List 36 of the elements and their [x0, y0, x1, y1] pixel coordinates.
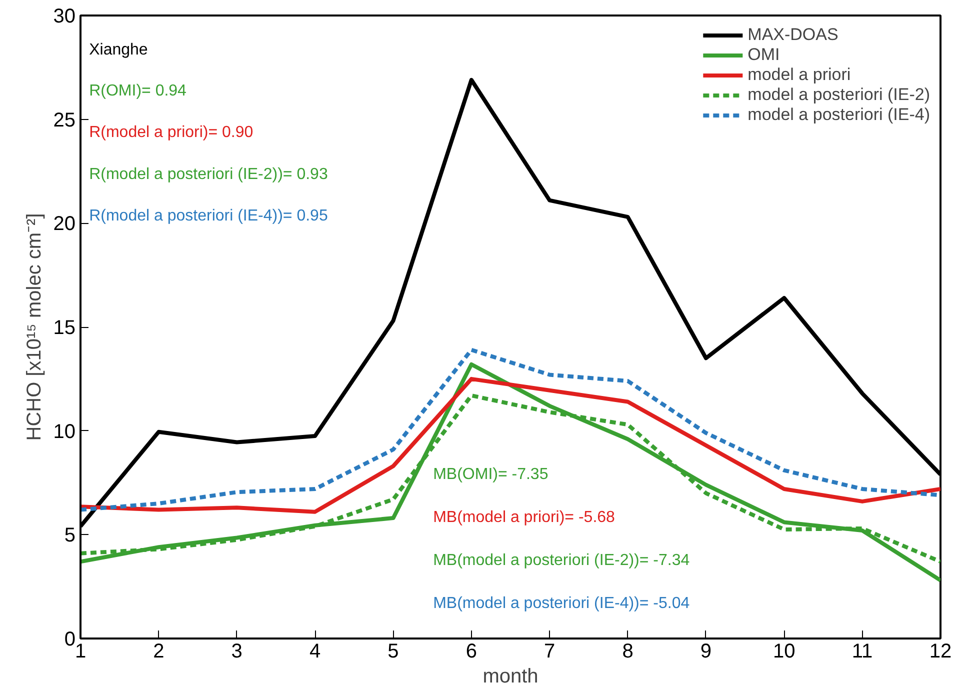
x-tick-label: 11 — [852, 640, 873, 662]
x-tick-label: 12 — [929, 640, 952, 662]
annotation: R(OMI)= 0.94 — [89, 82, 187, 100]
x-axis-title: month — [482, 666, 538, 688]
x-tick-label: 4 — [309, 640, 321, 662]
x-tick-label: 5 — [388, 640, 399, 662]
x-tick-label: 7 — [544, 640, 556, 662]
legend-label: model a posteriori (IE-2) — [748, 85, 930, 105]
y-tick-label: 30 — [53, 6, 76, 28]
legend-label: OMI — [748, 45, 780, 65]
annotation: MB(model a posteriori (IE-2))= -7.34 — [433, 552, 690, 570]
legend-label: model a posteriori (IE-4) — [748, 105, 930, 125]
legend-label: model a priori — [748, 65, 851, 85]
y-tick-label: 25 — [53, 109, 76, 132]
x-tick-label: 6 — [466, 640, 477, 662]
y-tick-label: 0 — [64, 628, 76, 650]
y-tick-label: 5 — [64, 524, 76, 547]
annotation: MB(OMI)= -7.35 — [433, 466, 548, 484]
annotation: R(model a priori)= 0.90 — [89, 124, 254, 142]
annotation: Xianghe — [89, 41, 148, 58]
x-tick-label: 8 — [622, 640, 634, 662]
y-tick-label: 20 — [53, 213, 76, 236]
legend-label: MAX-DOAS — [748, 25, 838, 45]
x-tick-label: 1 — [74, 640, 86, 662]
y-tick-label: 10 — [53, 420, 76, 443]
line-series — [80, 362, 940, 582]
annotation: R(model a posteriori (IE-4))= 0.95 — [89, 208, 328, 225]
x-tick-label: 9 — [700, 640, 712, 662]
annotation: MB(model a priori)= -5.68 — [433, 509, 616, 526]
x-tick-label: 2 — [153, 640, 164, 662]
annotation: MB(model a posteriori (IE-4))= -5.04 — [433, 595, 690, 612]
x-tick-label: 3 — [231, 640, 242, 662]
y-tick-label: 15 — [53, 317, 76, 339]
y-axis-title: HCHO [x10¹⁵ molec cm⁻²] — [23, 213, 46, 441]
annotation: R(model a posteriori (IE-2))= 0.93 — [89, 166, 328, 183]
x-tick-label: 10 — [773, 640, 796, 662]
